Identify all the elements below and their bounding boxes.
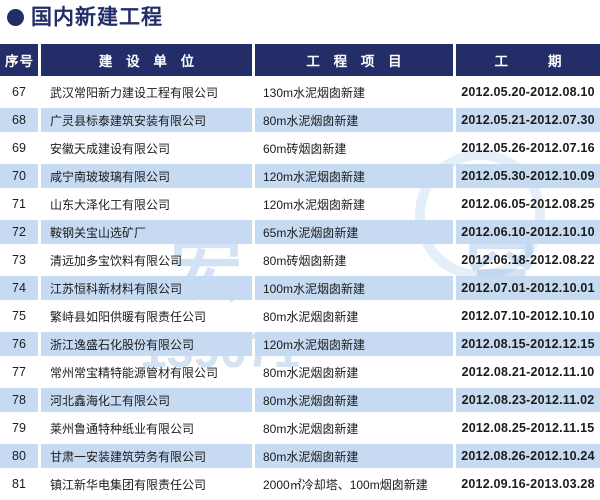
- company-name: 鞍钢关宝山选矿厂: [41, 220, 252, 244]
- row-number: 81: [12, 477, 26, 491]
- project-period: 2012.06.05-2012.08.25: [461, 197, 595, 211]
- company-name: 常州常宝精特能源管材有限公司: [50, 365, 219, 380]
- company-name: 武汉常阳新力建设工程有限公司: [50, 85, 219, 100]
- row-number: 68: [0, 108, 38, 132]
- company-name: 繁峙县如阳供暖有限责任公司: [50, 309, 207, 324]
- projects-table: 序号 建 设 单 位 工 程 项 目 工 期 67 武汉常阳新力建设工程有限公司…: [0, 44, 600, 500]
- project-period: 2012.06.10-2012.10.10: [456, 220, 600, 244]
- header-project: 工 程 项 目: [255, 44, 453, 76]
- page-title: 国内新建工程: [31, 6, 163, 29]
- company-name: 清远加多宝饮料有限公司: [50, 253, 183, 268]
- company-name: 咸宁南玻玻璃有限公司: [41, 164, 252, 188]
- company-name: 浙江逸盛石化股份有限公司: [41, 332, 252, 356]
- project-period: 2012.08.21-2012.11.10: [461, 365, 595, 379]
- project-period: 2012.08.23-2012.11.02: [456, 388, 600, 412]
- row-number: 70: [0, 164, 38, 188]
- project-period: 2012.08.15-2012.12.15: [456, 332, 600, 356]
- company-name: 甘肃一安装建筑劳务有限公司: [41, 444, 252, 468]
- project-name: 80m水泥烟囱新建: [255, 388, 453, 412]
- project-name: 80m水泥烟囱新建: [263, 421, 359, 436]
- table-body: 67 武汉常阳新力建设工程有限公司 130m水泥烟囱新建 2012.05.20-…: [0, 80, 600, 496]
- project-name: 80m水泥烟囱新建: [263, 365, 359, 380]
- company-name: 河北鑫海化工有限公司: [41, 388, 252, 412]
- table-row: 71 山东大泽化工有限公司 120m水泥烟囱新建 2012.06.05-2012…: [0, 192, 600, 216]
- row-number: 71: [12, 197, 26, 211]
- project-period: 2012.06.18-2012.08.22: [461, 253, 595, 267]
- row-number: 77: [12, 365, 26, 379]
- project-period: 2012.08.26-2012.10.24: [456, 444, 600, 468]
- project-name: 100m水泥烟囱新建: [255, 276, 453, 300]
- company-name: 镇江新华电集团有限责任公司: [50, 477, 207, 492]
- project-period: 2012.05.26-2012.07.16: [461, 141, 595, 155]
- project-name: 80m水泥烟囱新建: [255, 108, 453, 132]
- company-name: 广灵县标泰建筑安装有限公司: [41, 108, 252, 132]
- row-number: 78: [0, 388, 38, 412]
- table-row: 77 常州常宝精特能源管材有限公司 80m水泥烟囱新建 2012.08.21-2…: [0, 360, 600, 384]
- table-row: 67 武汉常阳新力建设工程有限公司 130m水泥烟囱新建 2012.05.20-…: [0, 80, 600, 104]
- table-row: 81 镇江新华电集团有限责任公司 2000㎡冷却塔、100m烟囱新建 2012.…: [0, 472, 600, 496]
- project-name: 120m水泥烟囱新建: [255, 164, 453, 188]
- table-row: 75 繁峙县如阳供暖有限责任公司 80m水泥烟囱新建 2012.07.10-20…: [0, 304, 600, 328]
- project-name: 130m水泥烟囱新建: [263, 85, 366, 100]
- project-period: 2012.07.10-2012.10.10: [461, 309, 595, 323]
- row-number: 74: [0, 276, 38, 300]
- table-row: 73 清远加多宝饮料有限公司 80m砖烟囱新建 2012.06.18-2012.…: [0, 248, 600, 272]
- project-period: 2012.09.16-2013.03.28: [461, 477, 595, 491]
- table-row: 69 安徽天成建设有限公司 60m砖烟囱新建 2012.05.26-2012.0…: [0, 136, 600, 160]
- project-name: 80m水泥烟囱新建: [263, 309, 359, 324]
- project-period: 2012.08.25-2012.11.15: [461, 421, 595, 435]
- project-name: 60m砖烟囱新建: [263, 141, 347, 156]
- company-name: 江苏恒科新材料有限公司: [41, 276, 252, 300]
- project-name: 65m水泥烟囱新建: [255, 220, 453, 244]
- page-title-row: 国内新建工程: [7, 7, 163, 28]
- row-number: 79: [12, 421, 26, 435]
- row-number: 76: [0, 332, 38, 356]
- project-name: 80m砖烟囱新建: [263, 253, 347, 268]
- header-period: 工 期: [456, 44, 600, 76]
- company-name: 莱州鲁通特种纸业有限公司: [50, 421, 195, 436]
- row-number: 80: [0, 444, 38, 468]
- project-period: 2012.05.30-2012.10.09: [456, 164, 600, 188]
- company-name: 山东大泽化工有限公司: [50, 197, 171, 212]
- header-no: 序号: [0, 44, 38, 76]
- project-period: 2012.07.01-2012.10.01: [456, 276, 600, 300]
- table-row: 74 江苏恒科新材料有限公司 100m水泥烟囱新建 2012.07.01-201…: [0, 276, 600, 300]
- row-number: 67: [12, 85, 26, 99]
- table-row: 78 河北鑫海化工有限公司 80m水泥烟囱新建 2012.08.23-2012.…: [0, 388, 600, 412]
- project-period: 2012.05.21-2012.07.30: [456, 108, 600, 132]
- company-name: 安徽天成建设有限公司: [50, 141, 171, 156]
- row-number: 72: [0, 220, 38, 244]
- table-row: 80 甘肃一安装建筑劳务有限公司 80m水泥烟囱新建 2012.08.26-20…: [0, 444, 600, 468]
- table-row: 68 广灵县标泰建筑安装有限公司 80m水泥烟囱新建 2012.05.21-20…: [0, 108, 600, 132]
- project-period: 2012.05.20-2012.08.10: [461, 85, 595, 99]
- table-header-row: 序号 建 设 单 位 工 程 项 目 工 期: [0, 44, 600, 76]
- project-name: 2000㎡冷却塔、100m烟囱新建: [263, 477, 428, 492]
- row-number: 73: [12, 253, 26, 267]
- table-row: 70 咸宁南玻玻璃有限公司 120m水泥烟囱新建 2012.05.30-2012…: [0, 164, 600, 188]
- project-name: 120m水泥烟囱新建: [263, 197, 366, 212]
- project-name: 80m水泥烟囱新建: [255, 444, 453, 468]
- table-row: 72 鞍钢关宝山选矿厂 65m水泥烟囱新建 2012.06.10-2012.10…: [0, 220, 600, 244]
- bullet-icon: [7, 9, 24, 26]
- row-number: 69: [12, 141, 26, 155]
- row-number: 75: [12, 309, 26, 323]
- table-row: 76 浙江逸盛石化股份有限公司 120m水泥烟囱新建 2012.08.15-20…: [0, 332, 600, 356]
- header-company: 建 设 单 位: [41, 44, 252, 76]
- project-name: 120m水泥烟囱新建: [255, 332, 453, 356]
- table-row: 79 莱州鲁通特种纸业有限公司 80m水泥烟囱新建 2012.08.25-201…: [0, 416, 600, 440]
